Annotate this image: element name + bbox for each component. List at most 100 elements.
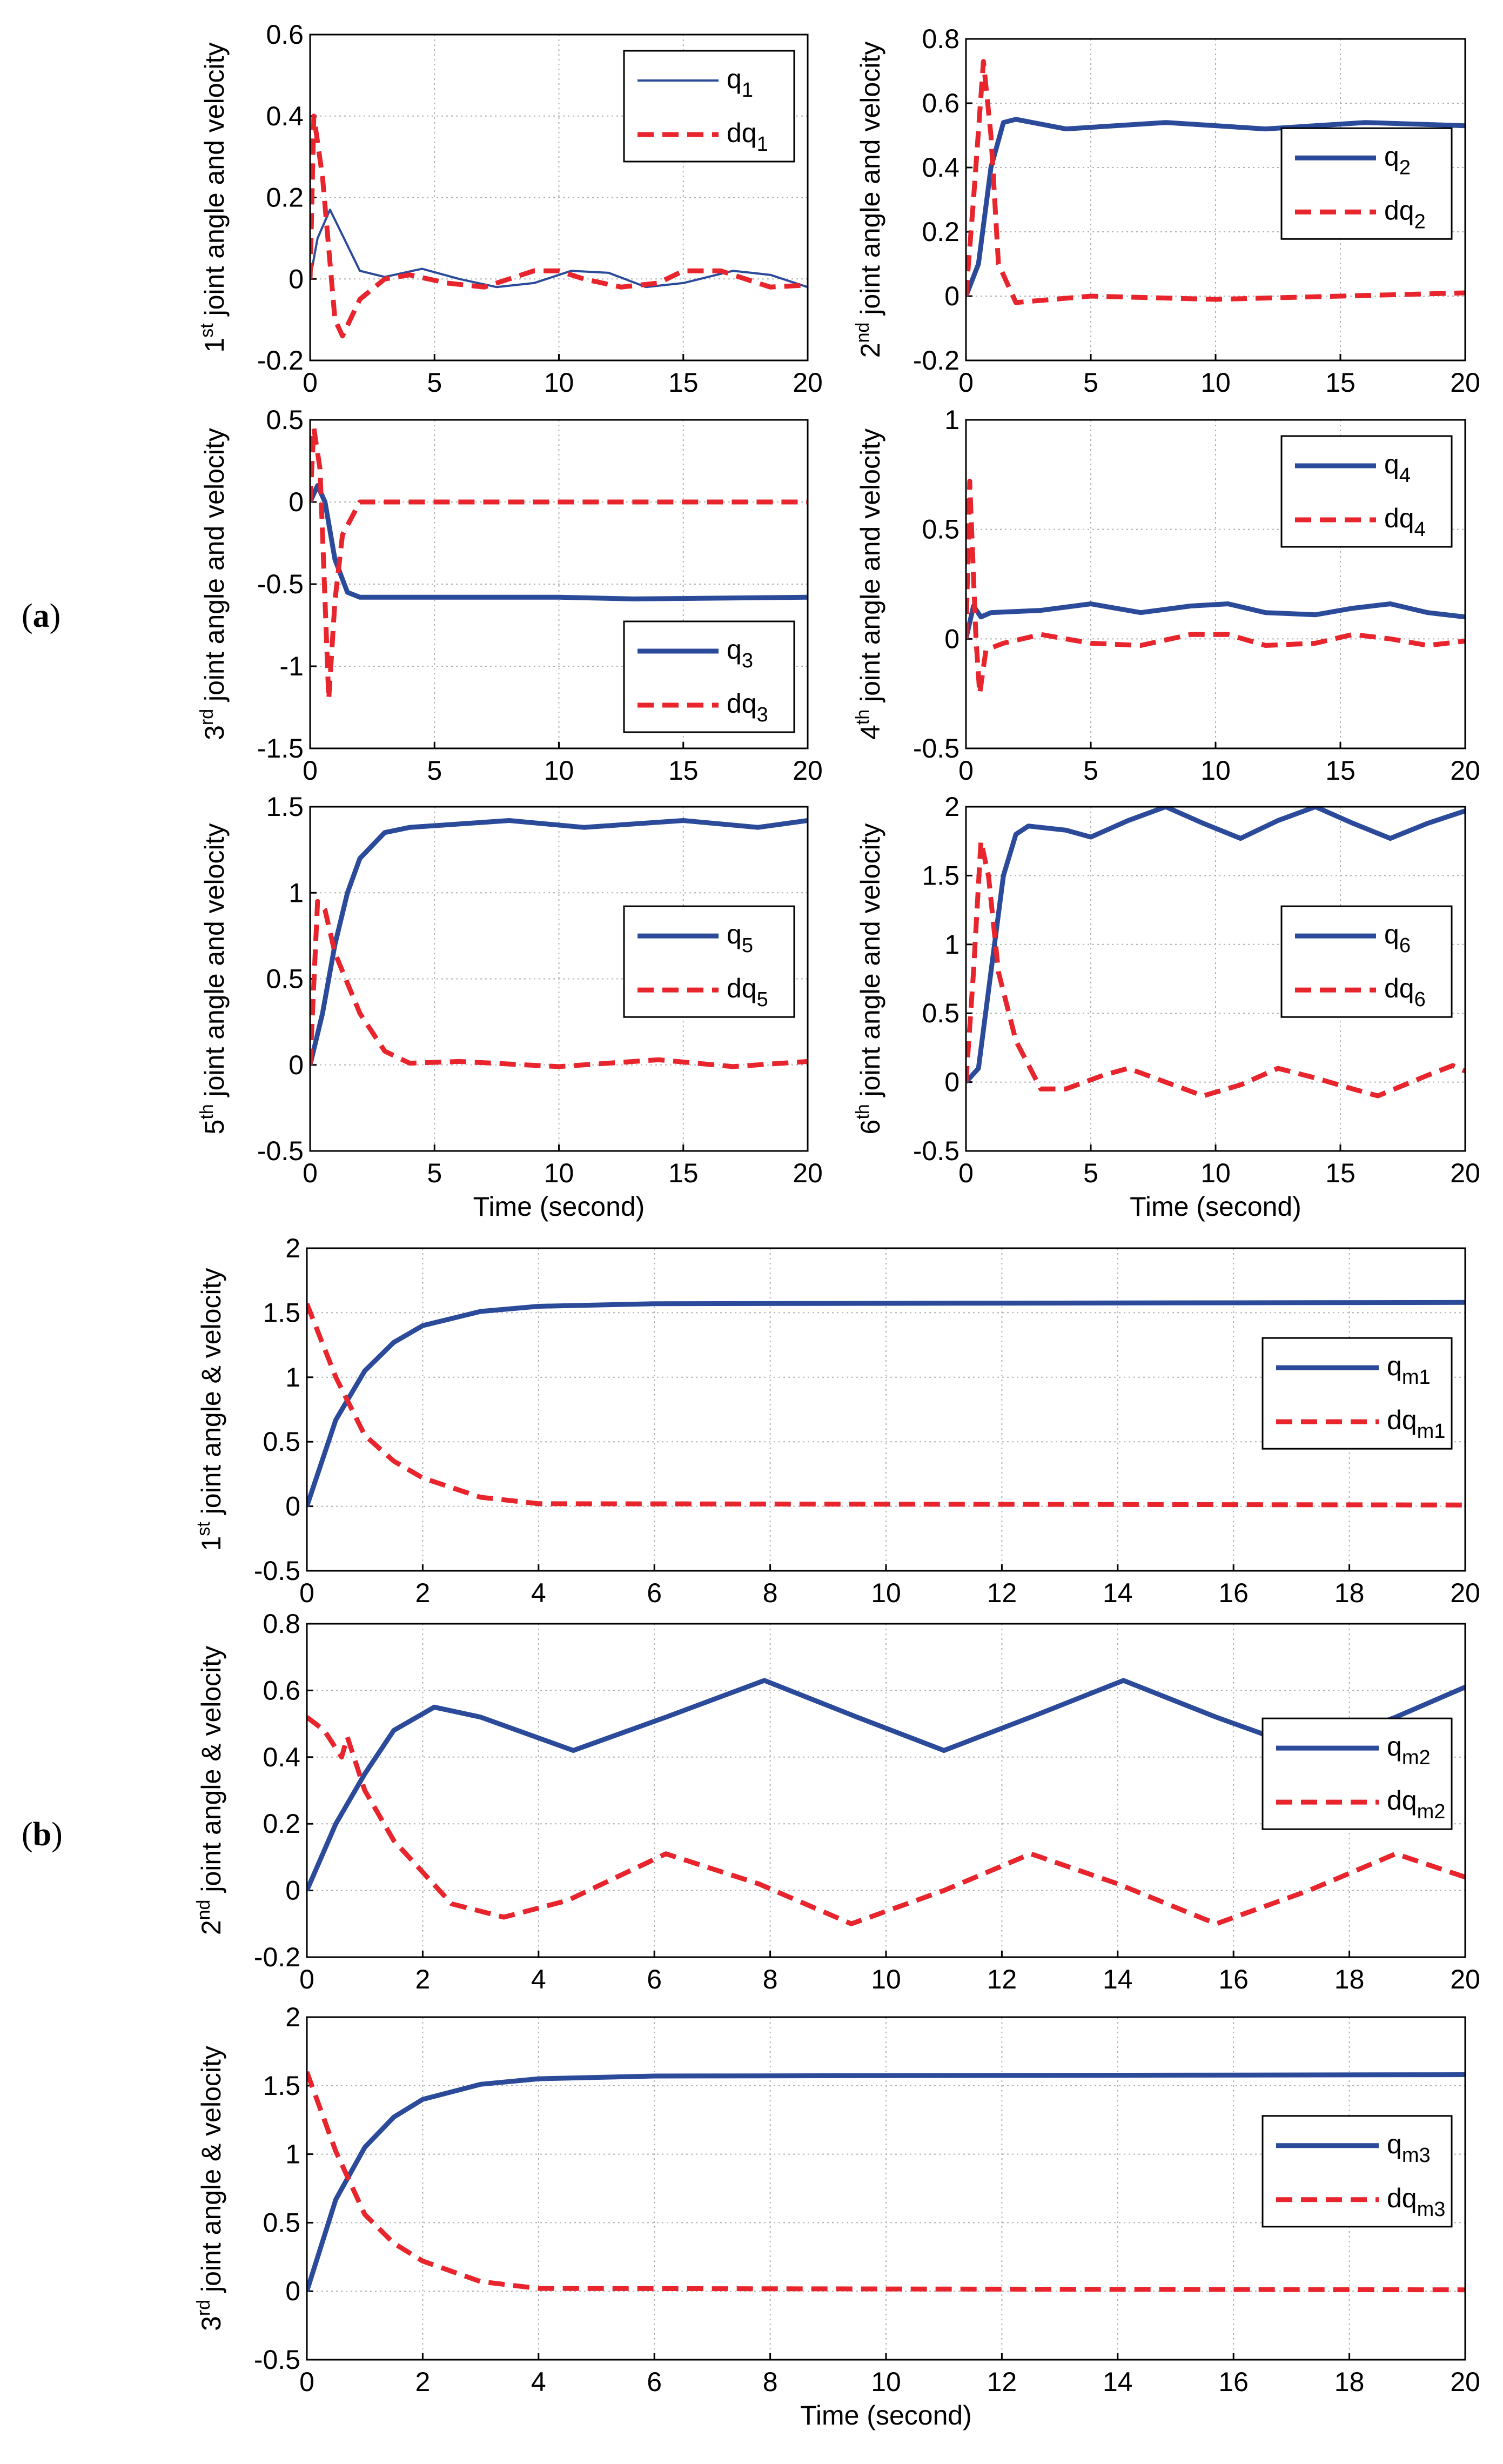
y-tick-label: 2 — [285, 2002, 300, 2032]
series-line-dq1 — [310, 113, 808, 339]
legend-box — [623, 905, 795, 1018]
x-tick-label: 18 — [1334, 1578, 1365, 1608]
legend-box — [623, 50, 795, 163]
y-label-ordinal: 1 — [196, 1536, 226, 1551]
x-tick-label: 18 — [1334, 1964, 1365, 1994]
y-tick-label: 0.6 — [922, 88, 959, 118]
x-tick-label: 16 — [1218, 1578, 1249, 1608]
y-tick-label: 2 — [285, 1233, 300, 1263]
y-tick-label: 1.5 — [263, 1297, 300, 1328]
x-tick-label: 10 — [1200, 1158, 1231, 1188]
y-label-superscript: st — [193, 1522, 214, 1536]
y-label-ordinal: 2 — [196, 1920, 226, 1935]
panel-label-a: (a) — [22, 598, 61, 634]
y-tick-label: 0 — [944, 1067, 959, 1097]
x-tick-label: 15 — [668, 755, 699, 786]
legend-subscript: 5 — [742, 934, 753, 957]
y-label-text: joint angle and velocity — [199, 42, 230, 323]
x-tick-label: 10 — [544, 1158, 574, 1188]
x-tick-label: 20 — [1450, 1578, 1480, 1608]
y-tick-label: -0.5 — [254, 2345, 300, 2375]
y-tick-label: 0.4 — [266, 101, 304, 131]
x-tick-label: 0 — [958, 1158, 974, 1188]
y-tick-label: -0.5 — [257, 1136, 304, 1166]
x-tick-label: 0 — [299, 1964, 314, 1994]
panel-label-b-text: b — [32, 1816, 52, 1853]
series-line-dqm1 — [307, 1303, 1465, 1508]
plot-frame — [309, 34, 809, 361]
plot-frame — [306, 2016, 1466, 2361]
y-tick-label: 0.8 — [263, 1609, 300, 1639]
y-tick-label: 0 — [285, 2276, 300, 2306]
y-tick-label: 1 — [288, 878, 304, 908]
y-axis-label: 2nd joint angle & velocity — [193, 1646, 226, 1935]
x-tick-label: 5 — [1083, 367, 1098, 398]
x-tick-label: 10 — [544, 755, 574, 786]
legend-box — [1262, 1337, 1453, 1450]
x-tick-label: 6 — [647, 1964, 662, 1994]
y-axis-label: 1st joint angle and velocity — [197, 42, 230, 352]
x-tick-label: 12 — [987, 2367, 1017, 2397]
y-label-text: joint angle and velocity — [855, 823, 885, 1104]
x-tick-label: 4 — [531, 2367, 546, 2397]
y-axis-label: 5th joint angle and velocity — [197, 823, 230, 1135]
y-tick-label: -0.5 — [913, 733, 959, 764]
x-tick-label: 4 — [531, 1578, 546, 1608]
y-tick-label: 0.2 — [922, 217, 959, 247]
x-tick-label: 15 — [668, 367, 699, 398]
legend-subscript: 3 — [757, 704, 768, 726]
x-tick-label: 5 — [427, 755, 442, 786]
series-line-qm1 — [307, 1300, 1465, 1508]
y-axis-label: 2nd joint angle and velocity — [853, 42, 885, 358]
y-tick-label: 0.4 — [922, 152, 959, 183]
x-tick-label: 20 — [793, 1158, 823, 1188]
x-tick-label: 6 — [647, 2367, 662, 2397]
x-axis-label: Time (second) — [800, 2400, 972, 2430]
y-tick-label: 0.5 — [266, 405, 304, 435]
y-tick-label: -0.2 — [254, 1942, 300, 1972]
y-label-ordinal: 1 — [199, 338, 230, 353]
y-tick-label: 0.5 — [922, 998, 959, 1028]
y-tick-label: 0 — [285, 1876, 300, 1906]
x-tick-label: 12 — [987, 1964, 1017, 1994]
x-tick-label: 5 — [427, 1158, 442, 1188]
legend-box — [1262, 1717, 1453, 1830]
plot-frame — [309, 419, 809, 749]
y-label-ordinal: 4 — [855, 725, 885, 740]
y-tick-label: 0.5 — [263, 1427, 300, 1457]
plot-frame — [309, 806, 809, 1152]
x-tick-label: 2 — [415, 1578, 430, 1608]
plot-frame — [965, 38, 1466, 361]
y-tick-label: 2 — [944, 792, 959, 822]
x-tick-label: 20 — [793, 755, 823, 786]
legend-subscript: 5 — [757, 988, 768, 1011]
legend-subscript: 2 — [1399, 156, 1411, 179]
x-tick-label: 2 — [415, 2367, 430, 2397]
legend-subscript: m2 — [1417, 1800, 1446, 1823]
y-tick-label: 0.8 — [922, 24, 959, 54]
series-line-q5 — [310, 818, 808, 1066]
x-tick-label: 12 — [987, 1578, 1017, 1608]
y-tick-label: -0.2 — [913, 345, 959, 376]
y-label-text: joint angle and velocity — [199, 823, 230, 1104]
x-tick-label: 15 — [1325, 755, 1356, 786]
x-tick-label: 0 — [958, 755, 974, 786]
x-tick-label: 18 — [1334, 2367, 1365, 2397]
y-tick-label: -0.2 — [257, 345, 304, 376]
y-tick-label: 1 — [285, 2139, 300, 2170]
chart-b2: 0 2 4 6 8 10 12 14 16 18 20-0.200.20.40.60.8qm2dqm… — [193, 1609, 1480, 1994]
legend-subscript: 4 — [1414, 518, 1426, 541]
series-line-dq6 — [966, 839, 1465, 1099]
x-tick-label: 14 — [1103, 1578, 1133, 1608]
legend-box — [1262, 2115, 1453, 2228]
y-tick-label: 0 — [285, 1491, 300, 1522]
y-tick-label: 0.6 — [266, 19, 304, 50]
